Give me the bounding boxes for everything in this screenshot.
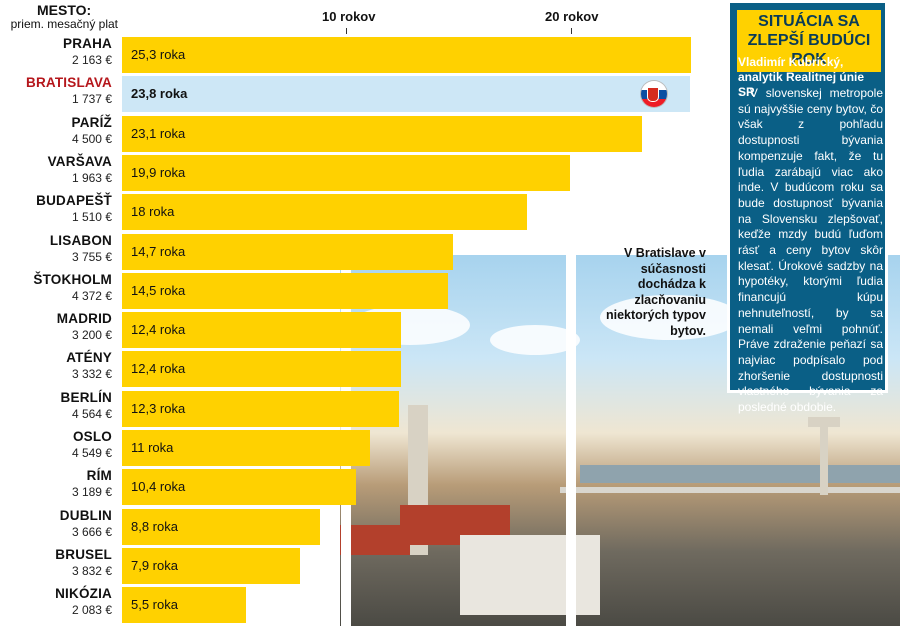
bar: [122, 469, 356, 506]
city-salary: 3 832 €: [71, 563, 112, 578]
bar-value-label: 25,3 roka: [131, 47, 186, 62]
city-name: RÍM: [86, 468, 112, 484]
bar-value-label: 5,5 roka: [131, 597, 178, 613]
city-salary: 4 500 €: [71, 131, 112, 146]
bar: [122, 37, 692, 73]
bar-value-label: 19,9 roka: [131, 164, 186, 180]
sidebar-title: SITUÁCIA SA ZLEPŠÍ BUDÚCI ROK: [737, 10, 881, 72]
city-name: ŠTOKHOLM: [33, 271, 112, 287]
bar-value-label: 14,7 roka: [131, 243, 186, 259]
city-name: BERLÍN: [60, 389, 112, 405]
bar-value-label: 18 roka: [131, 204, 175, 220]
bar: [122, 390, 399, 427]
city-salary: 4 549 €: [71, 446, 112, 460]
city-name: NIKÓZIA: [55, 586, 112, 602]
bar-value-label: 7,9 roka: [131, 557, 178, 573]
column-header-subtitle: priem. mesačný plat: [10, 17, 118, 31]
city-salary: 4 372 €: [71, 288, 112, 303]
city-salary: 2 083 €: [71, 603, 112, 618]
city-name: VARŠAVA: [47, 153, 112, 169]
bar-value-label: 23,1 roka: [131, 125, 186, 141]
bar: [122, 115, 642, 152]
city-salary: 3 200 €: [71, 328, 112, 343]
city-name: ATÉNY: [66, 350, 112, 366]
grid-label-10: 10 rokov: [318, 8, 380, 25]
city-name: DUBLIN: [59, 507, 112, 523]
bar: [122, 547, 300, 584]
city-name: MADRID: [56, 311, 112, 327]
sidebar-text: - V slovenskej metropole sú najvyššie ce…: [738, 86, 883, 415]
bar: [122, 351, 401, 388]
city-salary: 2 163 €: [71, 53, 112, 67]
city-name: PRAHA: [62, 36, 112, 51]
grid-label-20: 20 rokov: [541, 8, 603, 25]
city-salary: 1 963 €: [71, 170, 112, 185]
bar-value-label: 11 roka: [131, 440, 174, 455]
bar: [122, 154, 570, 191]
city-salary: 4 564 €: [71, 406, 112, 421]
tick-10: [346, 28, 347, 34]
bar: [122, 272, 449, 309]
gridline-20: [566, 30, 576, 626]
city-salary: 3 666 €: [71, 524, 112, 539]
highlight-row: [122, 76, 690, 113]
bar: [122, 233, 453, 270]
city-salary: 3 189 €: [71, 485, 112, 500]
bar-value-label: 8,8 roka: [131, 518, 178, 534]
bar-value-label: 10,4 roka: [131, 479, 186, 495]
bar-value-label: 12,4 roka: [131, 361, 186, 377]
city-name: BUDAPEŠŤ: [36, 193, 112, 209]
bar: [122, 194, 527, 231]
bar-value-label: 14,5 roka: [131, 282, 186, 298]
bar: [122, 587, 246, 624]
slovak-flag-icon: [641, 81, 667, 108]
city-salary: 3 332 €: [71, 367, 112, 382]
sidebar-author: Vladimír Kubrický, analytik Realitnej ún…: [738, 55, 865, 99]
city-salary: 1 737 €: [71, 92, 112, 107]
city-name: BRUSEL: [55, 546, 112, 562]
city-name: PARÍŽ: [71, 114, 112, 130]
bar-value-label: 23,8 roka: [131, 86, 188, 102]
city-salary: 3 755 €: [71, 249, 112, 264]
bar-value-label: 12,3 roka: [131, 400, 186, 416]
photo-callout: V Bratislave v súčasnosti dochádza k zla…: [605, 246, 706, 338]
city-name: BRATISLAVA: [26, 75, 112, 91]
city-name: OSLO: [72, 429, 112, 444]
bar: [122, 430, 370, 466]
column-header-title: MESTO:: [37, 2, 92, 18]
city-salary: 1 510 €: [71, 210, 112, 225]
bar: [122, 508, 320, 545]
bar: [122, 312, 401, 349]
bar-value-label: 12,4 roka: [131, 322, 186, 338]
tick-20: [571, 28, 572, 34]
city-name: LISABON: [49, 232, 112, 248]
